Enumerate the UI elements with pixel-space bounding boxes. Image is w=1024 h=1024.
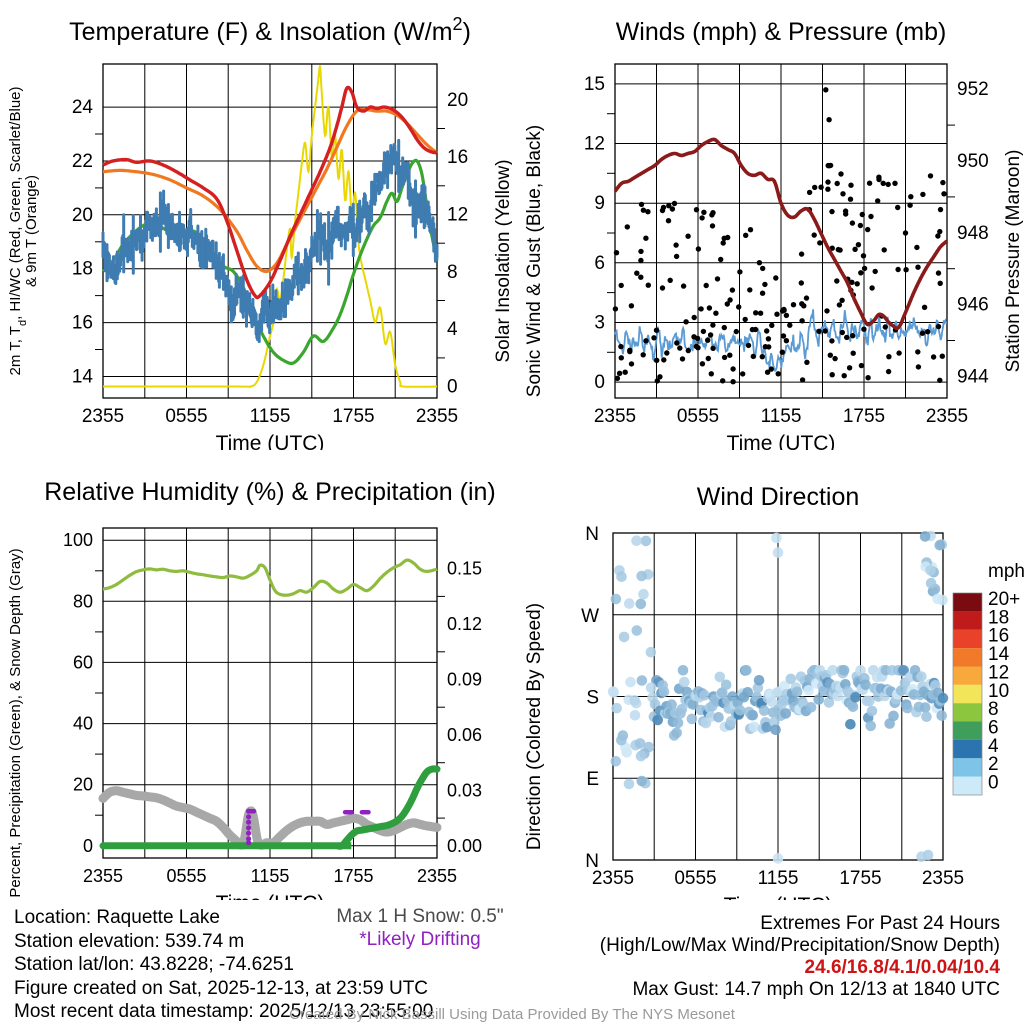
svg-text:S: S <box>586 688 599 709</box>
svg-text:1155: 1155 <box>758 868 799 889</box>
svg-text:20: 20 <box>72 205 93 226</box>
svg-text:2355: 2355 <box>83 866 123 886</box>
svg-text:2355: 2355 <box>592 868 634 889</box>
svg-text:18: 18 <box>72 259 93 280</box>
svg-text:Relative Humidity (%) & Precip: Relative Humidity (%) & Precipitation (i… <box>44 478 496 506</box>
svg-text:Sonic Wind & Gust (Blue, Black: Sonic Wind & Gust (Blue, Black) <box>524 125 545 397</box>
svg-text:N: N <box>585 524 599 545</box>
svg-text:0.06: 0.06 <box>447 725 482 745</box>
svg-text:Solar Insolation (Yellow): Solar Insolation (Yellow) <box>493 159 512 362</box>
svg-text:6: 6 <box>594 253 605 274</box>
svg-text:0.09: 0.09 <box>447 670 482 690</box>
svg-text:2355: 2355 <box>922 868 964 889</box>
svg-text:944: 944 <box>957 367 989 388</box>
svg-text:0.03: 0.03 <box>447 780 482 800</box>
svg-text:952: 952 <box>957 79 989 100</box>
svg-text:12: 12 <box>447 205 468 226</box>
svg-text:60: 60 <box>73 652 93 672</box>
svg-text:80: 80 <box>73 591 93 611</box>
svg-text:1755: 1755 <box>333 866 373 886</box>
svg-text:0.00: 0.00 <box>447 836 482 856</box>
svg-text:W: W <box>581 606 599 627</box>
svg-text:22: 22 <box>72 151 93 172</box>
svg-text:950: 950 <box>957 151 989 172</box>
svg-text:2355: 2355 <box>594 406 636 427</box>
svg-text:Percent, Precipitation (Green): Percent, Precipitation (Green), & Snow D… <box>7 548 24 897</box>
svg-text:1155: 1155 <box>251 866 290 886</box>
svg-text:& 9m T (Orange): & 9m T (Orange) <box>23 175 40 287</box>
svg-text:40: 40 <box>73 714 93 734</box>
svg-text:15: 15 <box>584 74 605 95</box>
svg-text:0: 0 <box>594 372 605 393</box>
svg-text:1755: 1755 <box>332 406 374 427</box>
svg-text:2355: 2355 <box>926 406 968 427</box>
svg-text:24: 24 <box>72 97 94 118</box>
svg-text:1755: 1755 <box>843 406 885 427</box>
svg-text:2355: 2355 <box>416 406 458 427</box>
svg-text:8: 8 <box>447 262 458 283</box>
svg-text:E: E <box>586 769 599 790</box>
svg-text:mph: mph <box>988 561 1024 582</box>
svg-text:2355: 2355 <box>82 406 124 427</box>
svg-text:20: 20 <box>73 775 93 795</box>
svg-text:12: 12 <box>584 134 605 155</box>
svg-text:1755: 1755 <box>839 868 881 889</box>
svg-text:Time (UTC): Time (UTC) <box>216 892 325 900</box>
svg-text:100: 100 <box>63 530 93 550</box>
svg-text:Winds (mph) & Pressure (mb): Winds (mph) & Pressure (mb) <box>616 18 947 46</box>
svg-text:Wind Direction: Wind Direction <box>697 483 860 511</box>
svg-text:Direction (Colored By Speed): Direction (Colored By Speed) <box>524 603 545 850</box>
svg-text:0555: 0555 <box>677 406 719 427</box>
svg-text:9: 9 <box>594 193 605 214</box>
svg-text:Temperature (F) & Insolation (: Temperature (F) & Insolation (W/m2) <box>69 14 471 46</box>
svg-text:Station Pressure (Maroon): Station Pressure (Maroon) <box>1003 150 1024 373</box>
svg-text:0: 0 <box>83 836 93 856</box>
svg-text:1155: 1155 <box>250 406 291 427</box>
svg-text:4: 4 <box>447 319 458 340</box>
svg-text:Time (UTC): Time (UTC) <box>727 432 836 450</box>
svg-text:3: 3 <box>594 313 605 334</box>
svg-text:946: 946 <box>957 295 989 316</box>
svg-text:0555: 0555 <box>166 866 206 886</box>
svg-text:20: 20 <box>447 90 468 111</box>
svg-text:0.12: 0.12 <box>447 614 482 634</box>
svg-text:948: 948 <box>957 223 989 244</box>
svg-text:1155: 1155 <box>761 406 802 427</box>
svg-text:14: 14 <box>72 367 94 388</box>
svg-text:0.15: 0.15 <box>447 559 482 579</box>
svg-text:Time (UTC): Time (UTC) <box>724 894 833 900</box>
svg-text:0: 0 <box>447 377 458 398</box>
svg-text:0555: 0555 <box>165 406 207 427</box>
svg-text:2355: 2355 <box>417 866 457 886</box>
svg-text:0: 0 <box>988 773 999 794</box>
svg-text:Time (UTC): Time (UTC) <box>216 432 325 450</box>
svg-text:16: 16 <box>447 147 468 168</box>
svg-text:16: 16 <box>72 313 93 334</box>
svg-text:0555: 0555 <box>674 868 716 889</box>
